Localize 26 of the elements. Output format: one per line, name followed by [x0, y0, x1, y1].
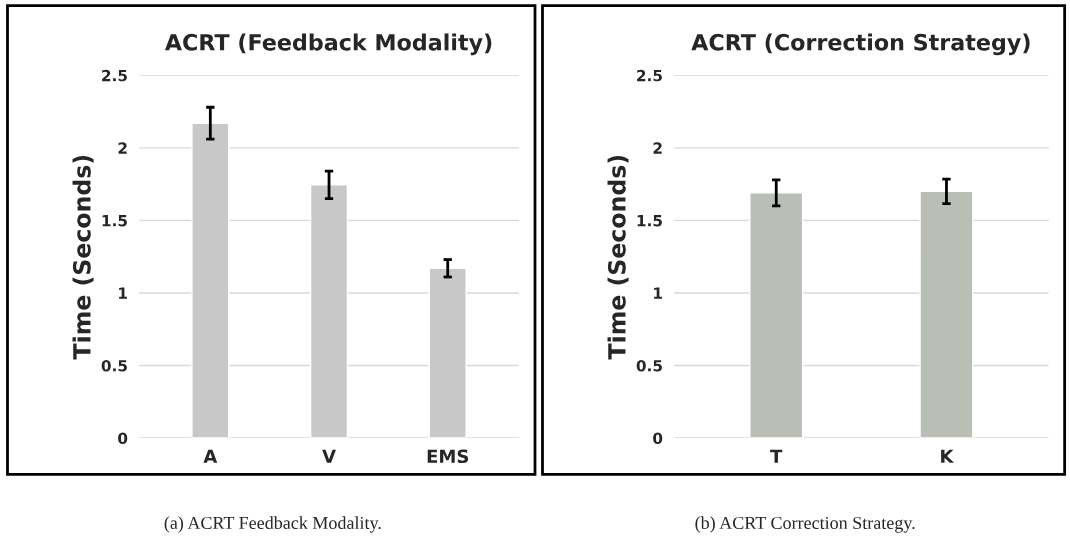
bar — [428, 267, 467, 439]
y-tick-label: 0 — [118, 432, 128, 445]
chart-title: ACRT (Feedback Modality) — [164, 33, 492, 56]
y-tick-label: 2.5 — [637, 69, 662, 82]
bar — [191, 122, 230, 439]
y-tick-label: 1.5 — [102, 215, 127, 227]
x-tick-label: T — [770, 449, 783, 463]
y-tick-label: 0.5 — [101, 359, 127, 372]
y-tick-label: 0.5 — [636, 359, 662, 372]
x-tick-label: K — [941, 449, 955, 463]
y-tick-label: 2.5 — [102, 69, 127, 82]
chart-title: ACRT (Correction Strategy) — [691, 33, 1030, 56]
y-tick-label: 1 — [119, 287, 127, 299]
text: (a) ACRT Feedback Modality. — [164, 516, 381, 533]
y-tick-label: 1.5 — [637, 215, 662, 227]
x-tick-label: V — [322, 449, 336, 463]
y-axis-title: Time (Seconds) — [72, 155, 94, 360]
x-tick-label: A — [203, 449, 218, 463]
text: (b) ACRT Correction Strategy. — [695, 516, 915, 533]
y-tick-label: 2 — [653, 142, 662, 154]
bar — [309, 184, 349, 439]
x-tick-label: EMS — [427, 449, 469, 464]
y-axis-title: Time (Seconds) — [607, 155, 629, 360]
y-tick-label: 1 — [654, 287, 662, 299]
y-tick-label: 2 — [118, 142, 127, 154]
y-tick-label: 0 — [653, 432, 663, 445]
